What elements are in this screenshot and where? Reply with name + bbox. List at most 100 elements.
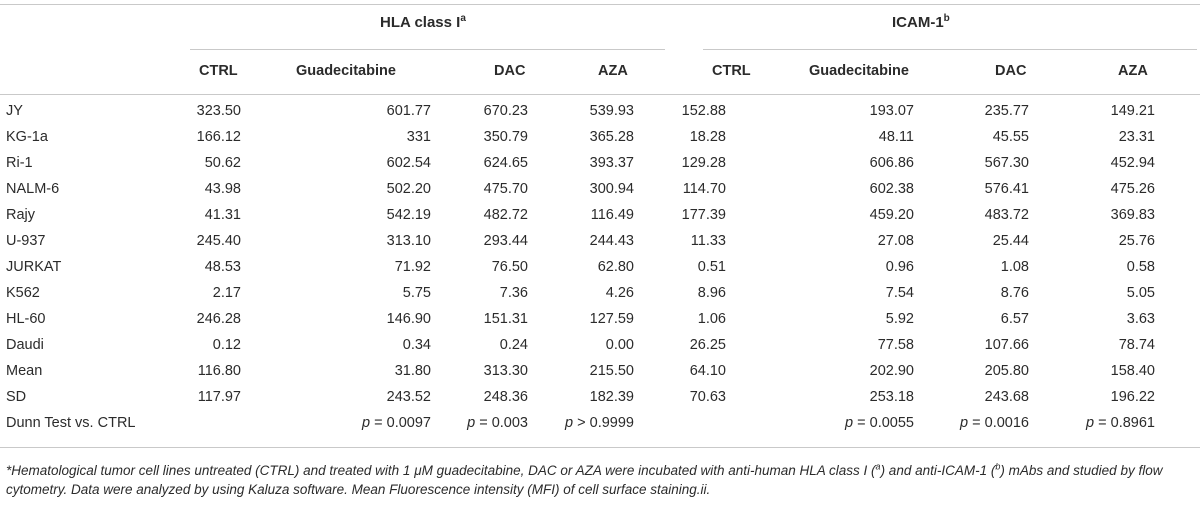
table-cell: 50.62 — [204, 155, 241, 171]
p-value: = 0.003 — [479, 415, 528, 431]
table-cell: 243.68 — [984, 389, 1029, 405]
table-row: K562 2.17 5.75 7.36 4.26 8.96 7.54 8.76 … — [0, 285, 1200, 310]
footnote-sup-b: b — [995, 461, 1001, 472]
row-label: SD — [6, 389, 27, 405]
row-label: JY — [6, 103, 23, 119]
table-cell: 27.08 — [877, 233, 914, 249]
p-symbol: p — [1086, 415, 1095, 431]
dunn-cell: p > 0.9999 — [565, 415, 634, 431]
table-cell: 182.39 — [589, 389, 634, 405]
table-cell: 43.98 — [204, 181, 241, 197]
table-cell: 117.97 — [197, 389, 241, 405]
table-top-rule — [0, 4, 1200, 5]
table-row: KG-1a 166.12 331 350.79 365.28 18.28 48.… — [0, 129, 1200, 154]
table-cell: 602.54 — [386, 155, 431, 171]
column-header: Guadecitabine — [809, 63, 909, 79]
table-footnote: *Hematological tumor cell lines untreate… — [6, 461, 1186, 499]
table-cell: 331 — [406, 129, 431, 145]
table-cell: 146.90 — [386, 311, 431, 327]
table-cell: 107.66 — [984, 337, 1029, 353]
table-cell: 601.77 — [386, 103, 431, 119]
table-cell: 5.92 — [885, 311, 914, 327]
group-sup-icam: b — [943, 13, 950, 24]
p-symbol: p — [845, 415, 854, 431]
footnote-part3: ) mAbs and studied by flow cytometry. Da… — [6, 463, 1163, 497]
table-row: JURKAT 48.53 71.92 76.50 62.80 0.51 0.96… — [0, 259, 1200, 284]
dunn-cell: p = 0.0055 — [845, 415, 914, 431]
group-header-hla: HLA class Ia — [380, 13, 466, 32]
table-cell: 482.72 — [483, 207, 528, 223]
row-label: Mean — [6, 363, 43, 379]
column-header: DAC — [995, 63, 1027, 79]
table-cell: 7.36 — [499, 285, 528, 301]
table-cell: 23.31 — [1118, 129, 1155, 145]
table-cell: 8.76 — [1000, 285, 1029, 301]
p-symbol: p — [960, 415, 969, 431]
table-cell: 0.51 — [697, 259, 726, 275]
table-cell: 193.07 — [869, 103, 914, 119]
table-cell: 313.10 — [386, 233, 431, 249]
table-cell: 243.52 — [386, 389, 431, 405]
dunn-cell: p = 0.003 — [467, 415, 528, 431]
table-row: Ri-1 50.62 602.54 624.65 393.37 129.28 6… — [0, 155, 1200, 180]
table-cell: 41.31 — [204, 207, 241, 223]
table-cell: 350.79 — [483, 129, 528, 145]
table-row: HL-60 246.28 146.90 151.31 127.59 1.06 5… — [0, 311, 1200, 336]
table-cell: 6.57 — [1000, 311, 1029, 327]
group-sup-hla: a — [460, 13, 466, 24]
table-row: U-937 245.40 313.10 293.44 244.43 11.33 … — [0, 233, 1200, 258]
table-cell: 248.36 — [483, 389, 528, 405]
row-label: Daudi — [6, 337, 44, 353]
p-value: = 0.0097 — [374, 415, 431, 431]
table-cell: 483.72 — [984, 207, 1029, 223]
table-cell: 166.12 — [196, 129, 241, 145]
table-row: SD 117.97 243.52 248.36 182.39 70.63 253… — [0, 389, 1200, 414]
table-cell: 26.25 — [689, 337, 726, 353]
table-cell: 116.49 — [590, 207, 634, 223]
table-cell: 293.44 — [483, 233, 528, 249]
group-title-hla: HLA class I — [380, 14, 461, 31]
p-value: = 0.0016 — [972, 415, 1029, 431]
p-symbol: p — [362, 415, 371, 431]
table-cell: 48.53 — [204, 259, 241, 275]
table-cell: 567.30 — [984, 155, 1029, 171]
table-cell: 365.28 — [589, 129, 634, 145]
column-header: AZA — [598, 63, 628, 79]
dunn-cell: p = 0.0097 — [362, 415, 431, 431]
p-symbol: p — [467, 415, 476, 431]
table-cell: 393.37 — [589, 155, 634, 171]
table-cell: 8.96 — [697, 285, 726, 301]
row-label: JURKAT — [6, 259, 62, 275]
table-cell: 205.80 — [984, 363, 1029, 379]
table-cell: 158.40 — [1110, 363, 1155, 379]
table-bottom-rule — [0, 447, 1200, 448]
table-cell: 502.20 — [386, 181, 431, 197]
table-cell: 542.19 — [386, 207, 431, 223]
table-cell: 7.54 — [885, 285, 914, 301]
table-cell: 369.83 — [1110, 207, 1155, 223]
p-value: = 0.8961 — [1098, 415, 1155, 431]
table-cell: 70.63 — [689, 389, 726, 405]
p-value: > 0.9999 — [577, 415, 634, 431]
table-cell: 2.17 — [212, 285, 241, 301]
dunn-test-row: Dunn Test vs. CTRL p = 0.0097 p = 0.003 … — [0, 415, 1200, 440]
table-cell: 0.24 — [499, 337, 528, 353]
group-title-icam: ICAM-1 — [892, 14, 944, 31]
footnote-sup-a: a — [875, 461, 881, 472]
table-cell: 31.80 — [394, 363, 431, 379]
p-value: = 0.0055 — [857, 415, 914, 431]
table-cell: 539.93 — [589, 103, 634, 119]
table-cell: 64.10 — [689, 363, 726, 379]
row-label: KG-1a — [6, 129, 48, 145]
table-cell: 116.80 — [197, 363, 241, 379]
table-cell: 576.41 — [984, 181, 1029, 197]
table-cell: 25.44 — [992, 233, 1029, 249]
table-cell: 45.55 — [992, 129, 1029, 145]
table-cell: 0.00 — [605, 337, 634, 353]
table-cell: 215.50 — [589, 363, 634, 379]
table-cell: 235.77 — [984, 103, 1029, 119]
footnote-part2: ) and anti-ICAM-1 ( — [880, 463, 996, 478]
column-header: AZA — [1118, 63, 1148, 79]
table-row: JY 323.50 601.77 670.23 539.93 152.88 19… — [0, 103, 1200, 128]
row-label: U-937 — [6, 233, 46, 249]
